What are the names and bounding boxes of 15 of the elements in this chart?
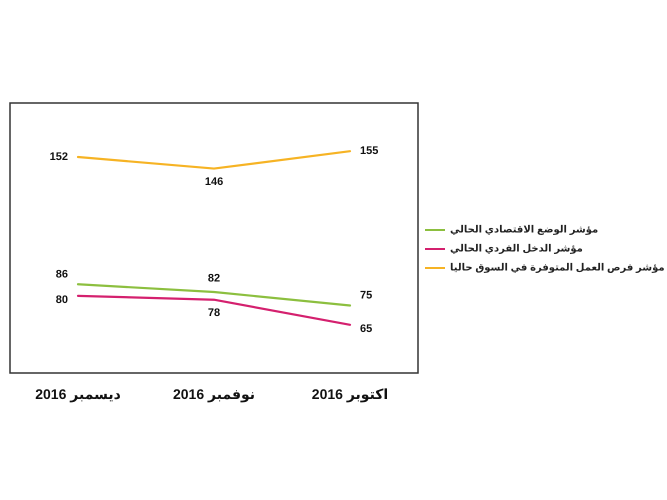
legend-label: مؤشر الوضع الاقتصادي الحالي bbox=[450, 224, 598, 236]
legend-label: مؤشر الدخل الفردي الحالي bbox=[450, 244, 583, 254]
data-label: 86 bbox=[56, 268, 68, 280]
data-label: 75 bbox=[360, 290, 372, 302]
legend-label: مؤشر فرص العمل المتوفرة في السوق حاليا bbox=[450, 262, 665, 274]
x-tick-label: ديسمبر 2016 bbox=[35, 386, 121, 403]
data-label: 65 bbox=[360, 322, 372, 335]
data-label: 80 bbox=[56, 294, 68, 306]
data-label: 78 bbox=[208, 307, 220, 320]
data-label: 146 bbox=[204, 176, 224, 188]
x-tick-label: اكتوبر 2016 bbox=[312, 386, 388, 403]
x-tick-label: نوفمبر 2016 bbox=[172, 386, 256, 403]
data-label: 82 bbox=[208, 272, 220, 284]
data-label: 155 bbox=[360, 145, 378, 158]
data-label: 152 bbox=[50, 151, 68, 163]
